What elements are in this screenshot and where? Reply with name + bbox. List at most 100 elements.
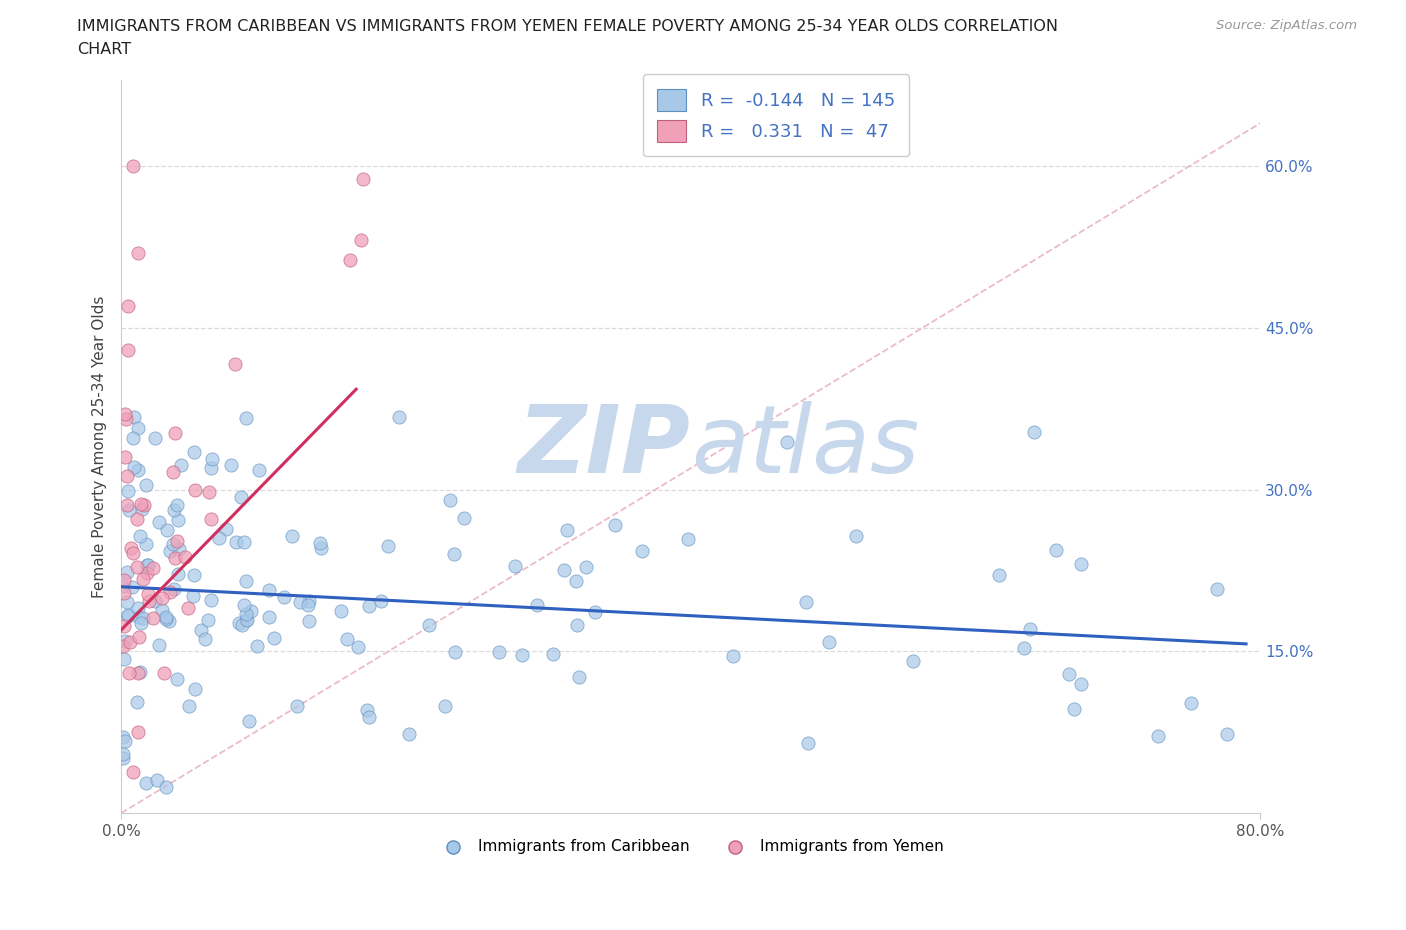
Point [153, 666, 176, 681]
Point [136, 558, 159, 573]
Point [115, 594, 138, 609]
Point [114, 633, 136, 648]
Point [167, 541, 190, 556]
Point [127, 462, 149, 477]
Point [155, 612, 177, 627]
Point [229, 489, 252, 504]
Point [136, 565, 159, 580]
Point [845, 528, 868, 543]
Text: IMMIGRANTS FROM CARIBBEAN VS IMMIGRANTS FROM YEMEN FEMALE POVERTY AMONG 25-34 YE: IMMIGRANTS FROM CARIBBEAN VS IMMIGRANTS … [77, 19, 1059, 33]
Point [148, 514, 170, 529]
Point [246, 638, 269, 653]
Point [239, 604, 262, 618]
Point [183, 567, 205, 582]
Point [167, 512, 190, 527]
Point [114, 450, 136, 465]
Point [143, 431, 166, 445]
Point [233, 534, 256, 549]
Point [111, 751, 134, 766]
Point [776, 434, 799, 449]
Point [183, 445, 205, 459]
Point [297, 597, 319, 612]
Point [163, 502, 186, 517]
Point [208, 530, 231, 545]
Point [183, 483, 205, 498]
Point [443, 547, 465, 562]
Point [224, 356, 246, 371]
Point [115, 565, 138, 580]
Point [155, 780, 177, 795]
Point [127, 724, 149, 739]
Point [388, 409, 411, 424]
Point [631, 543, 654, 558]
Point [128, 630, 150, 644]
Point [198, 485, 221, 499]
Point [129, 528, 152, 543]
Point [259, 583, 281, 598]
Point [288, 594, 311, 609]
Point [159, 544, 181, 559]
Point [142, 561, 165, 576]
Point [359, 710, 381, 724]
Point [235, 574, 257, 589]
Point [112, 572, 135, 587]
Point [124, 409, 146, 424]
Point [115, 498, 138, 512]
Point [1045, 542, 1067, 557]
Point [165, 551, 187, 565]
Point [1070, 676, 1092, 691]
Point [987, 568, 1010, 583]
Point [678, 532, 700, 547]
Point [1059, 666, 1081, 681]
Point [398, 726, 420, 741]
Point [122, 431, 145, 445]
Point [219, 458, 242, 472]
Point [235, 410, 257, 425]
Point [352, 171, 374, 186]
Point [281, 529, 304, 544]
Point [131, 502, 153, 517]
Point [901, 654, 924, 669]
Point [568, 670, 591, 684]
Point [167, 566, 190, 581]
Text: Source: ZipAtlas.com: Source: ZipAtlas.com [1216, 19, 1357, 32]
Point [565, 574, 588, 589]
Point [111, 729, 134, 744]
Point [112, 652, 135, 667]
Point [111, 638, 134, 653]
Point [112, 578, 135, 593]
Point [127, 420, 149, 435]
Point [257, 609, 280, 624]
Point [166, 498, 188, 512]
Point [818, 634, 841, 649]
Point [143, 594, 166, 609]
Point [132, 498, 155, 512]
Point [114, 411, 136, 426]
Point [273, 590, 295, 604]
Point [434, 698, 457, 713]
Point [136, 558, 159, 573]
Y-axis label: Female Poverty Among 25-34 Year Olds: Female Poverty Among 25-34 Year Olds [93, 296, 107, 598]
Point [200, 592, 222, 607]
Point [127, 246, 149, 260]
Point [583, 604, 606, 619]
Point [127, 695, 149, 710]
Point [117, 608, 139, 623]
Point [233, 598, 256, 613]
Point [129, 664, 152, 679]
Point [1022, 425, 1045, 440]
Point [114, 406, 136, 421]
Point [439, 492, 461, 507]
Point [135, 775, 157, 790]
Text: atlas: atlas [690, 401, 920, 492]
Point [127, 559, 149, 574]
Point [138, 593, 160, 608]
Point [247, 462, 270, 477]
Point [797, 736, 820, 751]
Point [112, 586, 135, 601]
Point [159, 584, 181, 599]
Point [129, 496, 152, 511]
Point [181, 589, 204, 604]
Point [377, 538, 399, 553]
Point [121, 579, 143, 594]
